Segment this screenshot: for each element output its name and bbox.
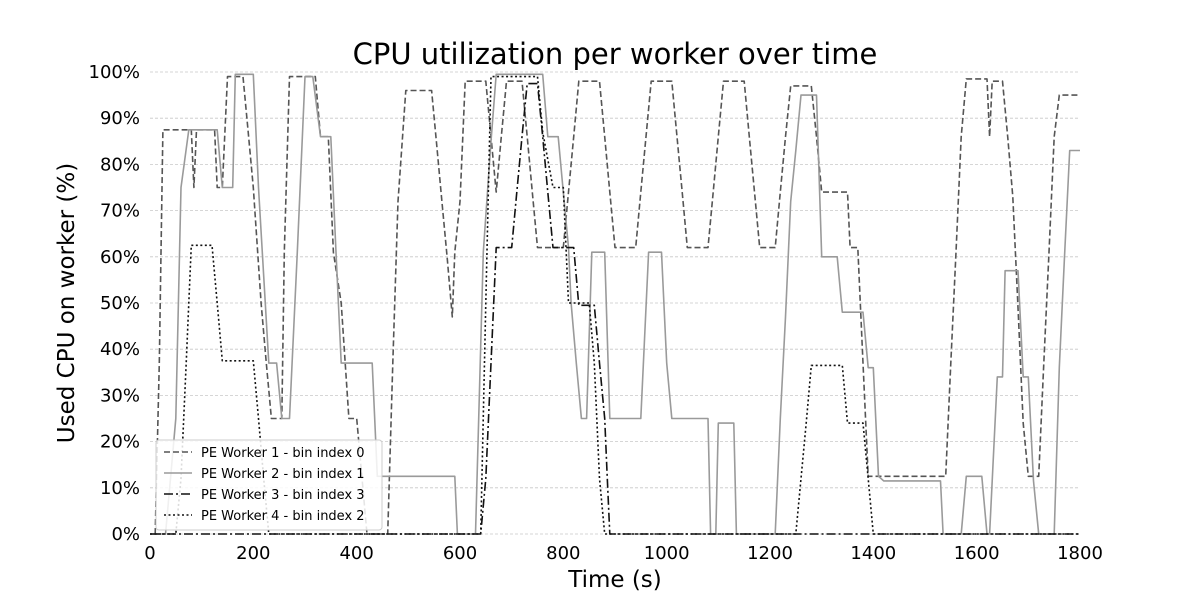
y-axis-title: Used CPU on worker (%) — [54, 163, 80, 443]
y-tick-label: 70% — [100, 201, 140, 222]
legend: PE Worker 1 - bin index 0 PE Worker 2 - b… — [155, 439, 383, 531]
y-tick-label: 40% — [100, 339, 140, 360]
y-tick-label: 90% — [100, 108, 140, 129]
x-tick-label: 400 — [339, 543, 373, 564]
x-tick-label: 200 — [236, 543, 270, 564]
y-tick-label: 50% — [100, 293, 140, 314]
x-tick-label: 600 — [443, 543, 477, 564]
x-tick-label: 1000 — [644, 543, 690, 564]
y-tick-label: 60% — [100, 247, 140, 268]
y-tick-label: 100% — [89, 62, 140, 83]
legend-label: PE Worker 4 - bin index 2 — [201, 509, 365, 524]
x-tick-label: 0 — [144, 543, 155, 564]
y-tick-label: 30% — [100, 385, 140, 406]
y-axis-ticks: 0% 10% 20% 30% 40% 50% 60% 70% 80% 90% 100% — [89, 62, 140, 545]
series-lines — [150, 73, 1080, 535]
legend-label: PE Worker 2 - bin index 1 — [201, 467, 365, 482]
legend-label: PE Worker 1 - bin index 0 — [201, 446, 365, 461]
legend-box — [155, 439, 383, 531]
x-axis-title: Time (s) — [567, 567, 662, 593]
y-tick-label: 0% — [111, 524, 140, 545]
x-tick-label: 1600 — [954, 543, 1000, 564]
y-tick-label: 80% — [100, 154, 140, 175]
series-line-worker-4 — [150, 75, 1080, 535]
series-line-worker-3 — [150, 82, 1080, 535]
y-tick-label: 20% — [100, 432, 140, 453]
series-line-worker-2 — [150, 73, 1080, 535]
x-axis-ticks: 0 200 400 600 800 1000 1200 1400 1600 1800 — [144, 543, 1103, 564]
x-tick-label: 1400 — [850, 543, 896, 564]
x-tick-label: 1800 — [1057, 543, 1103, 564]
legend-label: PE Worker 3 - bin index 3 — [201, 488, 365, 503]
x-tick-label: 800 — [546, 543, 580, 564]
x-tick-label: 1200 — [747, 543, 793, 564]
chart-title: CPU utilization per worker over time — [353, 37, 878, 71]
y-tick-label: 10% — [100, 478, 140, 499]
